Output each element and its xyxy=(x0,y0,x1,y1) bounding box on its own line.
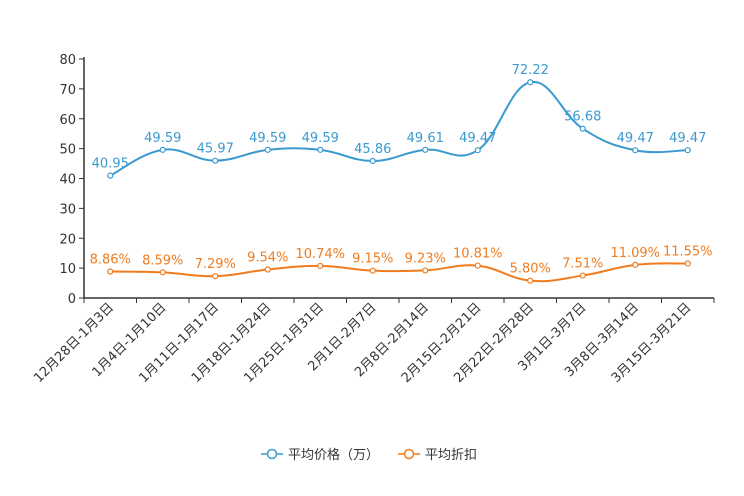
data-label: 45.97 xyxy=(197,142,234,157)
data-point[interactable] xyxy=(579,125,586,132)
data-label: 7.29% xyxy=(195,257,236,272)
data-label: 8.59% xyxy=(142,253,183,268)
data-point[interactable] xyxy=(369,267,376,274)
y-tick-label: 40 xyxy=(59,173,76,188)
data-label: 56.68 xyxy=(564,110,601,125)
data-point[interactable] xyxy=(317,146,324,153)
y-tick-label: 80 xyxy=(59,53,76,68)
data-point[interactable] xyxy=(264,146,271,153)
data-label: 8.86% xyxy=(90,253,131,268)
data-label: 9.23% xyxy=(405,251,446,266)
data-label: 7.51% xyxy=(562,257,603,272)
data-label: 10.81% xyxy=(453,247,503,262)
series-line-1 xyxy=(110,262,688,283)
chart-data-labels: 40.95 49.59 45.97 49.59 49.59 45.86 49.61 49.47… xyxy=(90,63,713,276)
data-point[interactable] xyxy=(527,79,534,86)
y-tick-label: 0 xyxy=(68,292,76,307)
data-label: 10.74% xyxy=(295,247,345,262)
data-point[interactable] xyxy=(107,268,114,275)
data-point[interactable] xyxy=(474,262,481,269)
data-label: 49.59 xyxy=(144,131,181,146)
data-point[interactable] xyxy=(684,260,691,267)
chart-legend[interactable]: 平均价格（万） 平均折扣 xyxy=(261,447,477,463)
data-point[interactable] xyxy=(474,147,481,154)
data-label: 49.59 xyxy=(249,131,286,146)
data-label: 45.86 xyxy=(354,142,391,157)
legend-label[interactable]: 平均折扣 xyxy=(425,448,477,463)
data-point[interactable] xyxy=(369,157,376,165)
data-point[interactable] xyxy=(107,172,114,179)
data-label: 72.22 xyxy=(512,63,549,78)
data-point[interactable] xyxy=(422,146,429,153)
legend-marker-icon[interactable] xyxy=(403,448,415,460)
data-label: 11.09% xyxy=(610,246,660,261)
legend-label[interactable]: 平均价格（万） xyxy=(288,447,379,463)
data-point[interactable] xyxy=(422,267,429,274)
data-point[interactable] xyxy=(632,261,639,268)
data-label: 49.47 xyxy=(669,131,706,146)
data-label: 49.59 xyxy=(302,131,339,146)
data-label: 49.61 xyxy=(407,131,444,146)
data-point[interactable] xyxy=(579,272,586,279)
data-point[interactable] xyxy=(159,269,166,276)
data-point[interactable] xyxy=(317,262,324,270)
data-label: 49.47 xyxy=(459,131,496,146)
y-tick-label: 50 xyxy=(59,143,76,158)
series-line-0 xyxy=(109,81,688,177)
data-label: 49.47 xyxy=(617,131,654,146)
y-tick-label: 60 xyxy=(59,113,76,128)
data-point[interactable] xyxy=(212,157,219,164)
data-label: 9.54% xyxy=(247,250,288,265)
data-label: 40.95 xyxy=(92,157,129,172)
y-tick-label: 10 xyxy=(59,262,76,277)
data-point[interactable] xyxy=(264,266,271,273)
data-point[interactable] xyxy=(684,147,691,154)
data-label: 9.15% xyxy=(352,252,393,267)
data-label: 5.80% xyxy=(510,262,551,277)
y-tick-label: 70 xyxy=(59,83,76,98)
data-label: 11.55% xyxy=(663,244,713,259)
data-point[interactable] xyxy=(212,273,219,280)
chart-series xyxy=(107,79,691,284)
y-tick-label: 20 xyxy=(59,232,76,247)
data-point[interactable] xyxy=(527,277,534,284)
legend-marker-icon[interactable] xyxy=(266,448,278,460)
chart-axes: 0102030405060708012月28日-1月3日1月4日-1月10日1月… xyxy=(31,53,715,386)
data-point[interactable] xyxy=(632,147,639,154)
data-point[interactable] xyxy=(159,146,166,153)
y-tick-label: 30 xyxy=(59,202,76,217)
